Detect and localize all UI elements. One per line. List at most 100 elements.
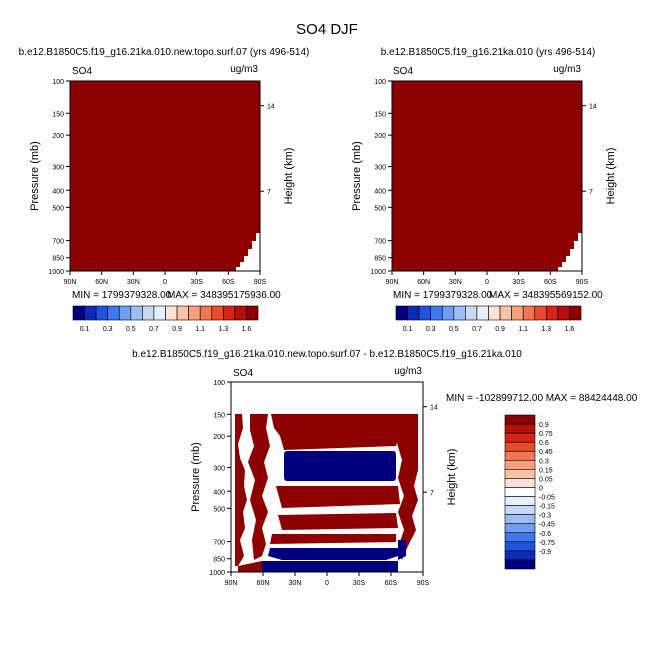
panel-1-units: ug/m3 — [230, 64, 258, 75]
colorbar-swatch — [504, 514, 536, 525]
panel-2-terrain-mask — [558, 233, 582, 271]
y-tick-label: 400 — [213, 489, 225, 496]
x-tick-label: 0 — [485, 279, 489, 286]
colorbar-label: 0.1 — [403, 326, 413, 333]
x-tick-label: 30N — [127, 279, 140, 286]
y-tick-label: 300 — [213, 466, 225, 473]
colorbar-label: 0.9 — [495, 326, 505, 333]
colorbar-label: 1.3 — [218, 326, 228, 333]
colorbar-label: 0.45 — [539, 449, 553, 456]
panel-3-band-blue-3 — [262, 561, 398, 572]
colorbar-swatch — [407, 305, 420, 321]
colorbar-swatch — [395, 305, 408, 321]
colorbar-swatch — [107, 305, 120, 321]
y-tick-label: 500 — [374, 205, 386, 212]
colorbar-swatch — [546, 305, 559, 321]
y-tick-label: 100 — [52, 79, 64, 86]
colorbar-swatch — [557, 305, 570, 321]
colorbar-swatch — [441, 305, 455, 321]
panel-1-colorbar: 0.1 0.3 0.5 0.7 0.9 1.1 1.3 1.6 — [72, 305, 259, 333]
colorbar-label: 0.3 — [539, 458, 549, 465]
y-tick-label: 700 — [374, 239, 386, 246]
colorbar-label: 0.3 — [426, 326, 436, 333]
right-tick-label: 14 — [267, 104, 275, 111]
panel-2-title: b.e12.B1850C5.f19_g16.21ka.010 (yrs 496-… — [381, 47, 596, 58]
colorbar-label: -0.15 — [539, 504, 555, 511]
panel-2-right-ticks: 14 7 — [582, 104, 597, 196]
colorbar-swatch — [522, 305, 536, 321]
colorbar-swatch — [504, 469, 536, 479]
colorbar-label: 1.3 — [541, 326, 551, 333]
colorbar-label: 0.5 — [126, 326, 136, 333]
colorbar-swatch — [199, 305, 213, 321]
colorbar-label: 1.1 — [518, 326, 528, 333]
colorbar-swatch — [176, 305, 189, 321]
x-tick-label: 30S — [353, 580, 366, 587]
colorbar-swatch — [246, 305, 259, 321]
x-tick-label: 90S — [417, 580, 430, 587]
y-tick-label: 1000 — [209, 570, 225, 577]
x-tick-label: 60S — [544, 279, 557, 286]
colorbar-swatch — [504, 523, 536, 534]
colorbar-swatch — [569, 305, 582, 321]
x-tick-label: 60N — [95, 279, 108, 286]
colorbar-swatch — [511, 305, 524, 321]
colorbar-label: 1.6 — [242, 326, 252, 333]
panel-3-y-ticks: 100 150 200 300 400 500 700 850 1000 — [209, 380, 231, 577]
colorbar-swatch — [504, 559, 536, 570]
panel-2-y-ticks: 100 150 200 300 400 500 700 850 1000 — [370, 79, 392, 276]
y-tick-label: 300 — [52, 165, 64, 172]
colorbar-label: 0.7 — [472, 326, 482, 333]
x-tick-label: 90N — [225, 580, 238, 587]
x-tick-label: 90N — [64, 279, 77, 286]
panel-3-colorbar: 0.9 0.75 0.6 0.45 0.3 0.15 0.05 0 -0.05 -0.15 -0.3… — [504, 414, 555, 570]
panel-3-title: b.e12.B1850C5.f19_g16.21ka.010.new.topo.… — [132, 349, 522, 360]
panel-1-ylabel-right: Height (km) — [283, 148, 295, 205]
y-tick-label: 400 — [374, 188, 386, 195]
y-tick-label: 700 — [52, 239, 64, 246]
panel-3-band-blue-2 — [268, 548, 398, 560]
colorbar-label: 1.1 — [195, 326, 205, 333]
colorbar-label: 1.6 — [565, 326, 575, 333]
panel-2: b.e12.B1850C5.f19_g16.21ka.010 (yrs 496-… — [351, 47, 617, 333]
colorbar-label: -0.45 — [539, 522, 555, 529]
panel-2-field — [392, 81, 582, 271]
colorbar-swatch — [234, 305, 247, 321]
panel-3-right-ticks: 14 7 — [423, 405, 438, 497]
colorbar-label: 0.05 — [539, 476, 553, 483]
panel-2-field-fill — [392, 81, 582, 271]
colorbar-swatch — [165, 305, 178, 321]
colorbar-swatch — [504, 478, 536, 488]
x-tick-label: 60N — [417, 279, 430, 286]
panel-1-max: MAX = 348395175936.00 — [167, 290, 281, 301]
x-tick-label: 60S — [385, 580, 398, 587]
panel-1: b.e12.B1850C5.f19_g16.21ka.010.new.topo.… — [19, 47, 310, 333]
panel-3-field — [231, 382, 423, 572]
x-tick-label: 90S — [576, 279, 589, 286]
right-tick-label: 14 — [589, 104, 597, 111]
colorbar-label: -0.3 — [539, 513, 551, 520]
panel-3-band-red-3 — [278, 513, 398, 530]
colorbar-label: 0.15 — [539, 467, 553, 474]
y-tick-label: 850 — [52, 256, 64, 263]
panel-2-left-label: SO4 — [393, 66, 413, 77]
colorbar-swatch — [504, 505, 536, 515]
colorbar-swatch — [130, 305, 143, 321]
colorbar-swatch — [504, 414, 536, 425]
panel-3-ylabel-right: Height (km) — [446, 449, 458, 506]
colorbar-swatch — [504, 541, 536, 552]
panel-1-title: b.e12.B1850C5.f19_g16.21ka.010.new.topo.… — [19, 47, 310, 58]
colorbar-swatch — [72, 305, 85, 321]
colorbar-label: -0.05 — [539, 495, 555, 502]
colorbar-swatch — [95, 305, 108, 321]
y-tick-label: 150 — [52, 111, 64, 118]
y-tick-label: 1000 — [48, 269, 64, 276]
panel-3-band-red-bottom — [238, 561, 262, 572]
colorbar-swatch — [211, 305, 224, 321]
colorbar-label: 0.9 — [539, 422, 549, 429]
panel-1-field — [70, 81, 260, 271]
colorbar-swatch — [504, 432, 536, 443]
panel-3-sh-band — [396, 414, 418, 560]
colorbar-label: 0.5 — [449, 326, 459, 333]
colorbar-swatch — [504, 487, 536, 497]
